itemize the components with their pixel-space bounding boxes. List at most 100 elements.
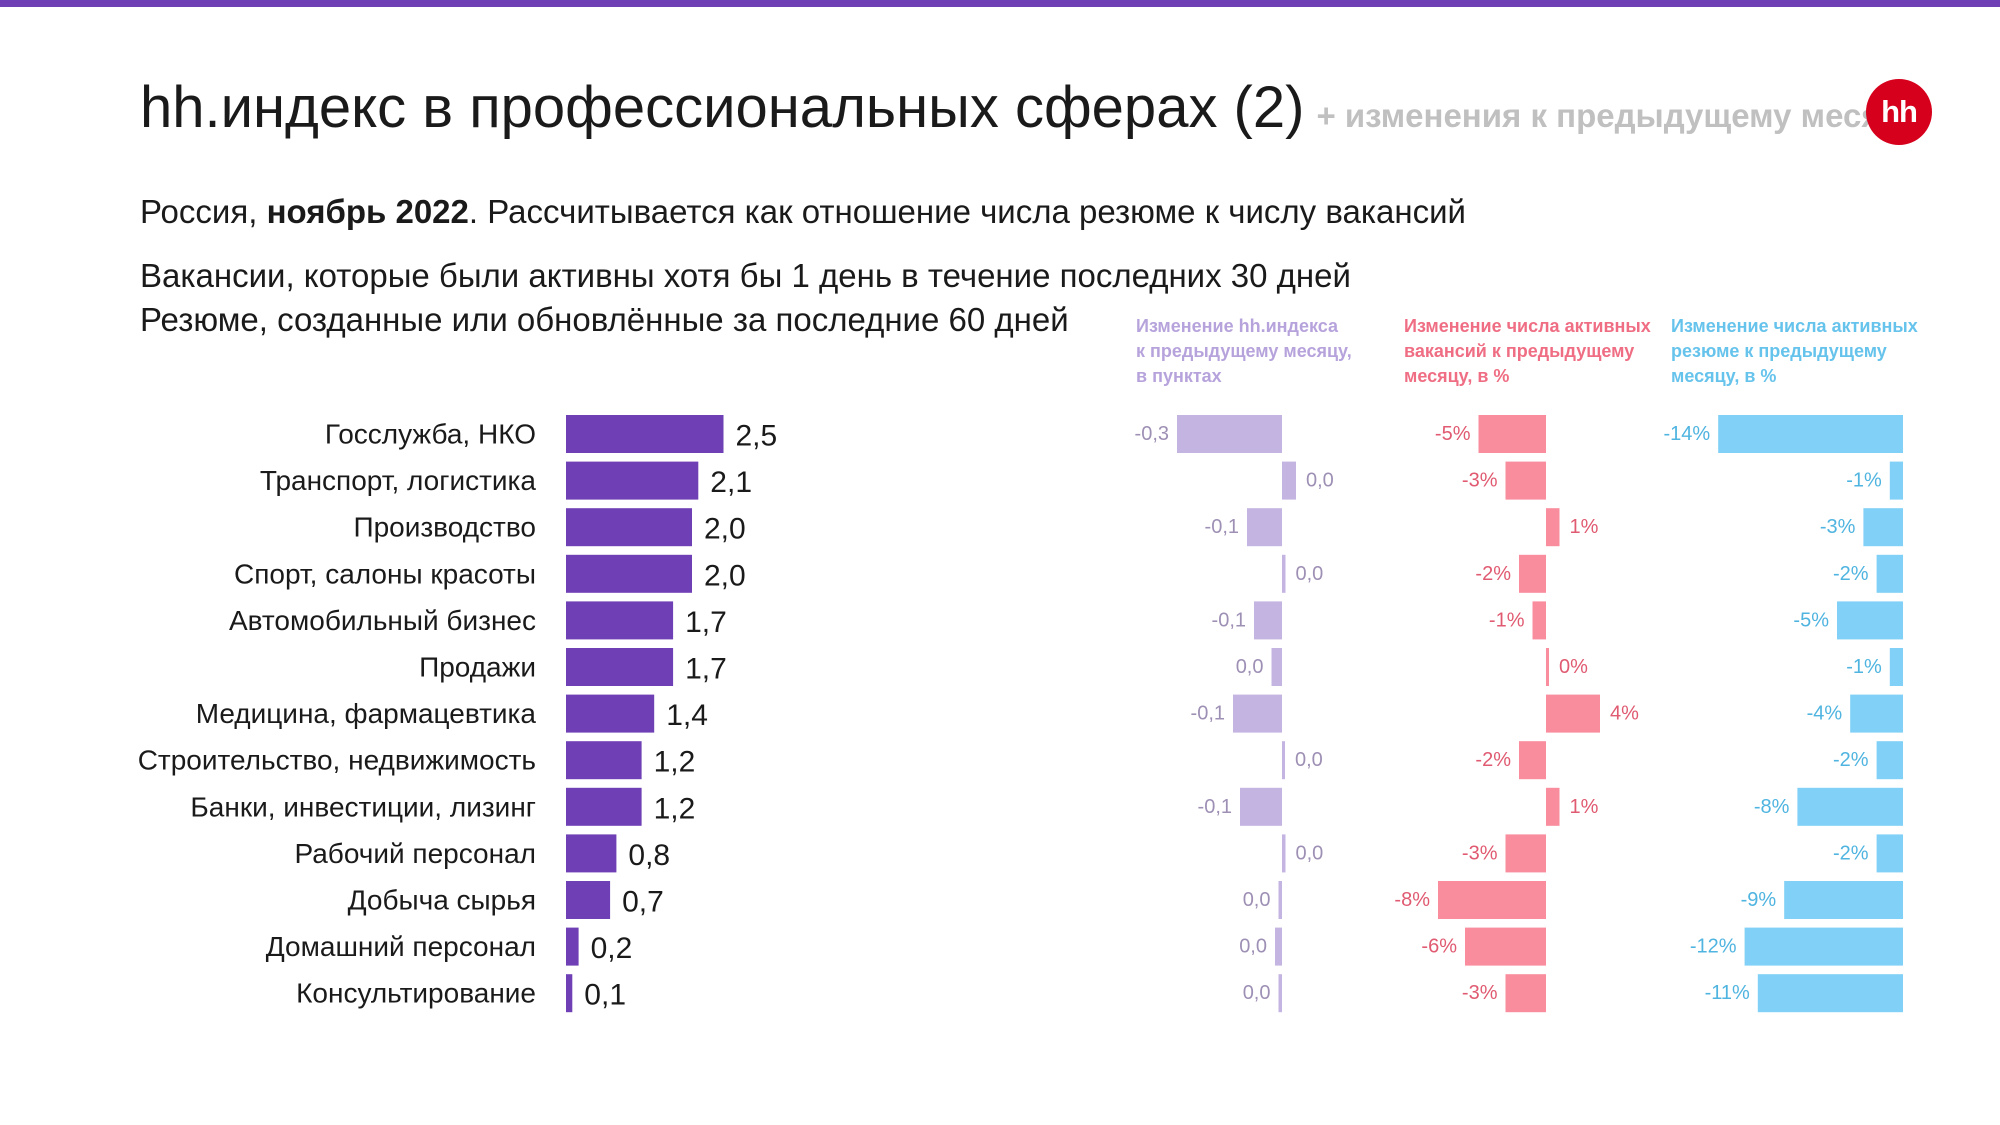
index-change-bar bbox=[1278, 974, 1282, 1013]
category-label: Госслужба, НКО bbox=[325, 419, 536, 450]
index-change-label: 0,0 bbox=[1296, 842, 1324, 864]
index-value-label: 2,0 bbox=[704, 559, 746, 592]
note-vacancies: Вакансии, которые были активны хотя бы 1… bbox=[140, 257, 1351, 294]
index-change-label: 0,0 bbox=[1236, 656, 1264, 678]
index-value-label: 2,0 bbox=[704, 513, 746, 546]
title-note: + изменения к предыдущему месяцу bbox=[1316, 97, 1920, 134]
subtitle-month: ноябрь 2022 bbox=[266, 193, 469, 230]
index-change-label: 0,0 bbox=[1239, 936, 1267, 958]
resumes-change-bar bbox=[1784, 881, 1903, 919]
index-bar bbox=[566, 741, 642, 780]
vacancies-change-bar bbox=[1519, 554, 1546, 593]
vacancies-change-label: -8% bbox=[1394, 889, 1430, 911]
index-change-label: 0,0 bbox=[1295, 749, 1323, 771]
resumes-change-bar bbox=[1889, 648, 1903, 686]
index-bar bbox=[566, 694, 655, 733]
category-label: Банки, инвестиции, лизинг bbox=[190, 791, 536, 822]
resumes-change-bar bbox=[1850, 694, 1903, 733]
index-bar bbox=[566, 648, 674, 686]
category-label: Транспорт, логистика bbox=[260, 465, 537, 496]
index-change-bar bbox=[1271, 648, 1282, 686]
index-change-label: -0,1 bbox=[1198, 796, 1232, 818]
index-change-label: -0,1 bbox=[1191, 703, 1225, 725]
category-label: Медицина, фармацевтика bbox=[196, 698, 537, 729]
resumes-change-label: -9% bbox=[1741, 889, 1777, 911]
page-title: hh.индекс в профессиональных сферах (2) bbox=[140, 75, 1305, 140]
index-change-label: -0,3 bbox=[1135, 423, 1169, 445]
vacancies-change-label: -3% bbox=[1462, 470, 1498, 492]
index-bar bbox=[566, 927, 579, 966]
header-index-change-line: в пунктах bbox=[1136, 366, 1222, 386]
vacancies-change-label: -2% bbox=[1475, 563, 1511, 585]
resumes-change-label: -1% bbox=[1846, 470, 1882, 492]
vacancies-change-bar bbox=[1546, 648, 1549, 686]
index-change-label: -0,1 bbox=[1205, 516, 1239, 538]
index-change-bar bbox=[1254, 601, 1282, 640]
index-value-label: 0,7 bbox=[622, 886, 664, 919]
header-resumes-change-line: месяцу, в % bbox=[1671, 366, 1777, 386]
index-bar bbox=[566, 554, 692, 593]
index-bar bbox=[566, 415, 724, 453]
category-label: Рабочий персонал bbox=[294, 838, 536, 869]
subtitle-prefix: Россия, bbox=[140, 193, 267, 230]
category-label: Добыча сырья bbox=[348, 885, 536, 916]
index-change-bar bbox=[1177, 415, 1282, 453]
vacancies-change-bar bbox=[1478, 415, 1546, 453]
vacancies-change-bar bbox=[1505, 974, 1546, 1013]
vacancies-change-bar bbox=[1505, 834, 1546, 873]
hh-logo-icon: hh bbox=[1866, 79, 1932, 145]
index-change-label: 0,0 bbox=[1243, 889, 1271, 911]
resumes-change-bar bbox=[1718, 415, 1903, 453]
resumes-change-label: -14% bbox=[1663, 423, 1710, 445]
index-bar bbox=[566, 508, 692, 547]
index-change-bar bbox=[1282, 834, 1286, 873]
subtitle-suffix: . Рассчитывается как отношение числа рез… bbox=[468, 193, 1466, 230]
header-index-change-line: к предыдущему месяцу, bbox=[1136, 341, 1352, 361]
vacancies-change-bar bbox=[1465, 927, 1546, 966]
vacancies-change-label: -1% bbox=[1489, 609, 1525, 631]
header-index-change-line: Изменение hh.индекса bbox=[1136, 316, 1338, 336]
index-bar bbox=[566, 461, 699, 500]
vacancies-change-bar bbox=[1505, 461, 1546, 500]
subtitle: Россия, ноябрь 2022. Рассчитывается как … bbox=[140, 193, 1466, 231]
vacancies-change-bar bbox=[1532, 601, 1546, 640]
resumes-change-label: -2% bbox=[1833, 563, 1869, 585]
vacancies-change-bar bbox=[1546, 694, 1600, 733]
resumes-change-label: -2% bbox=[1833, 842, 1869, 864]
resumes-change-label: -12% bbox=[1690, 936, 1737, 958]
vacancies-change-label: -3% bbox=[1462, 982, 1498, 1004]
index-bar bbox=[566, 787, 642, 826]
vacancies-change-bar bbox=[1546, 508, 1560, 547]
vacancies-change-label: 1% bbox=[1570, 796, 1599, 818]
vacancies-change-label: -2% bbox=[1475, 749, 1511, 771]
index-value-label: 1,2 bbox=[654, 792, 696, 825]
index-change-bar bbox=[1282, 461, 1296, 500]
header-resumes-change-line: Изменение числа активных bbox=[1671, 316, 1918, 336]
index-value-label: 2,5 bbox=[736, 420, 778, 453]
vacancies-change-label: 4% bbox=[1610, 703, 1639, 725]
resumes-change-bar bbox=[1757, 974, 1903, 1013]
index-value-label: 1,2 bbox=[654, 746, 696, 779]
header-resumes-change-line: резюме к предыдущему bbox=[1671, 341, 1887, 361]
index-change-bar bbox=[1247, 508, 1282, 547]
vacancies-change-bar bbox=[1519, 741, 1546, 780]
header-index-change: Изменение hh.индекса к предыдущему месяц… bbox=[1136, 314, 1406, 389]
resumes-change-label: -1% bbox=[1846, 656, 1882, 678]
index-value-label: 0,1 bbox=[584, 979, 626, 1012]
index-value-label: 0,2 bbox=[591, 932, 633, 965]
vacancies-change-bar bbox=[1438, 881, 1546, 919]
resumes-change-label: -5% bbox=[1793, 609, 1829, 631]
resumes-change-label: -8% bbox=[1754, 796, 1790, 818]
category-label: Производство bbox=[353, 512, 536, 543]
resumes-change-label: -2% bbox=[1833, 749, 1869, 771]
index-value-label: 1,7 bbox=[685, 653, 727, 686]
index-bar bbox=[566, 974, 573, 1013]
index-bar bbox=[566, 834, 617, 873]
category-label: Строительство, недвижимость bbox=[138, 745, 536, 776]
index-value-label: 2,1 bbox=[710, 466, 752, 499]
vacancies-change-label: -5% bbox=[1435, 423, 1471, 445]
index-bar bbox=[566, 881, 611, 919]
vacancies-change-bar bbox=[1546, 787, 1560, 826]
index-change-bar bbox=[1282, 554, 1286, 593]
